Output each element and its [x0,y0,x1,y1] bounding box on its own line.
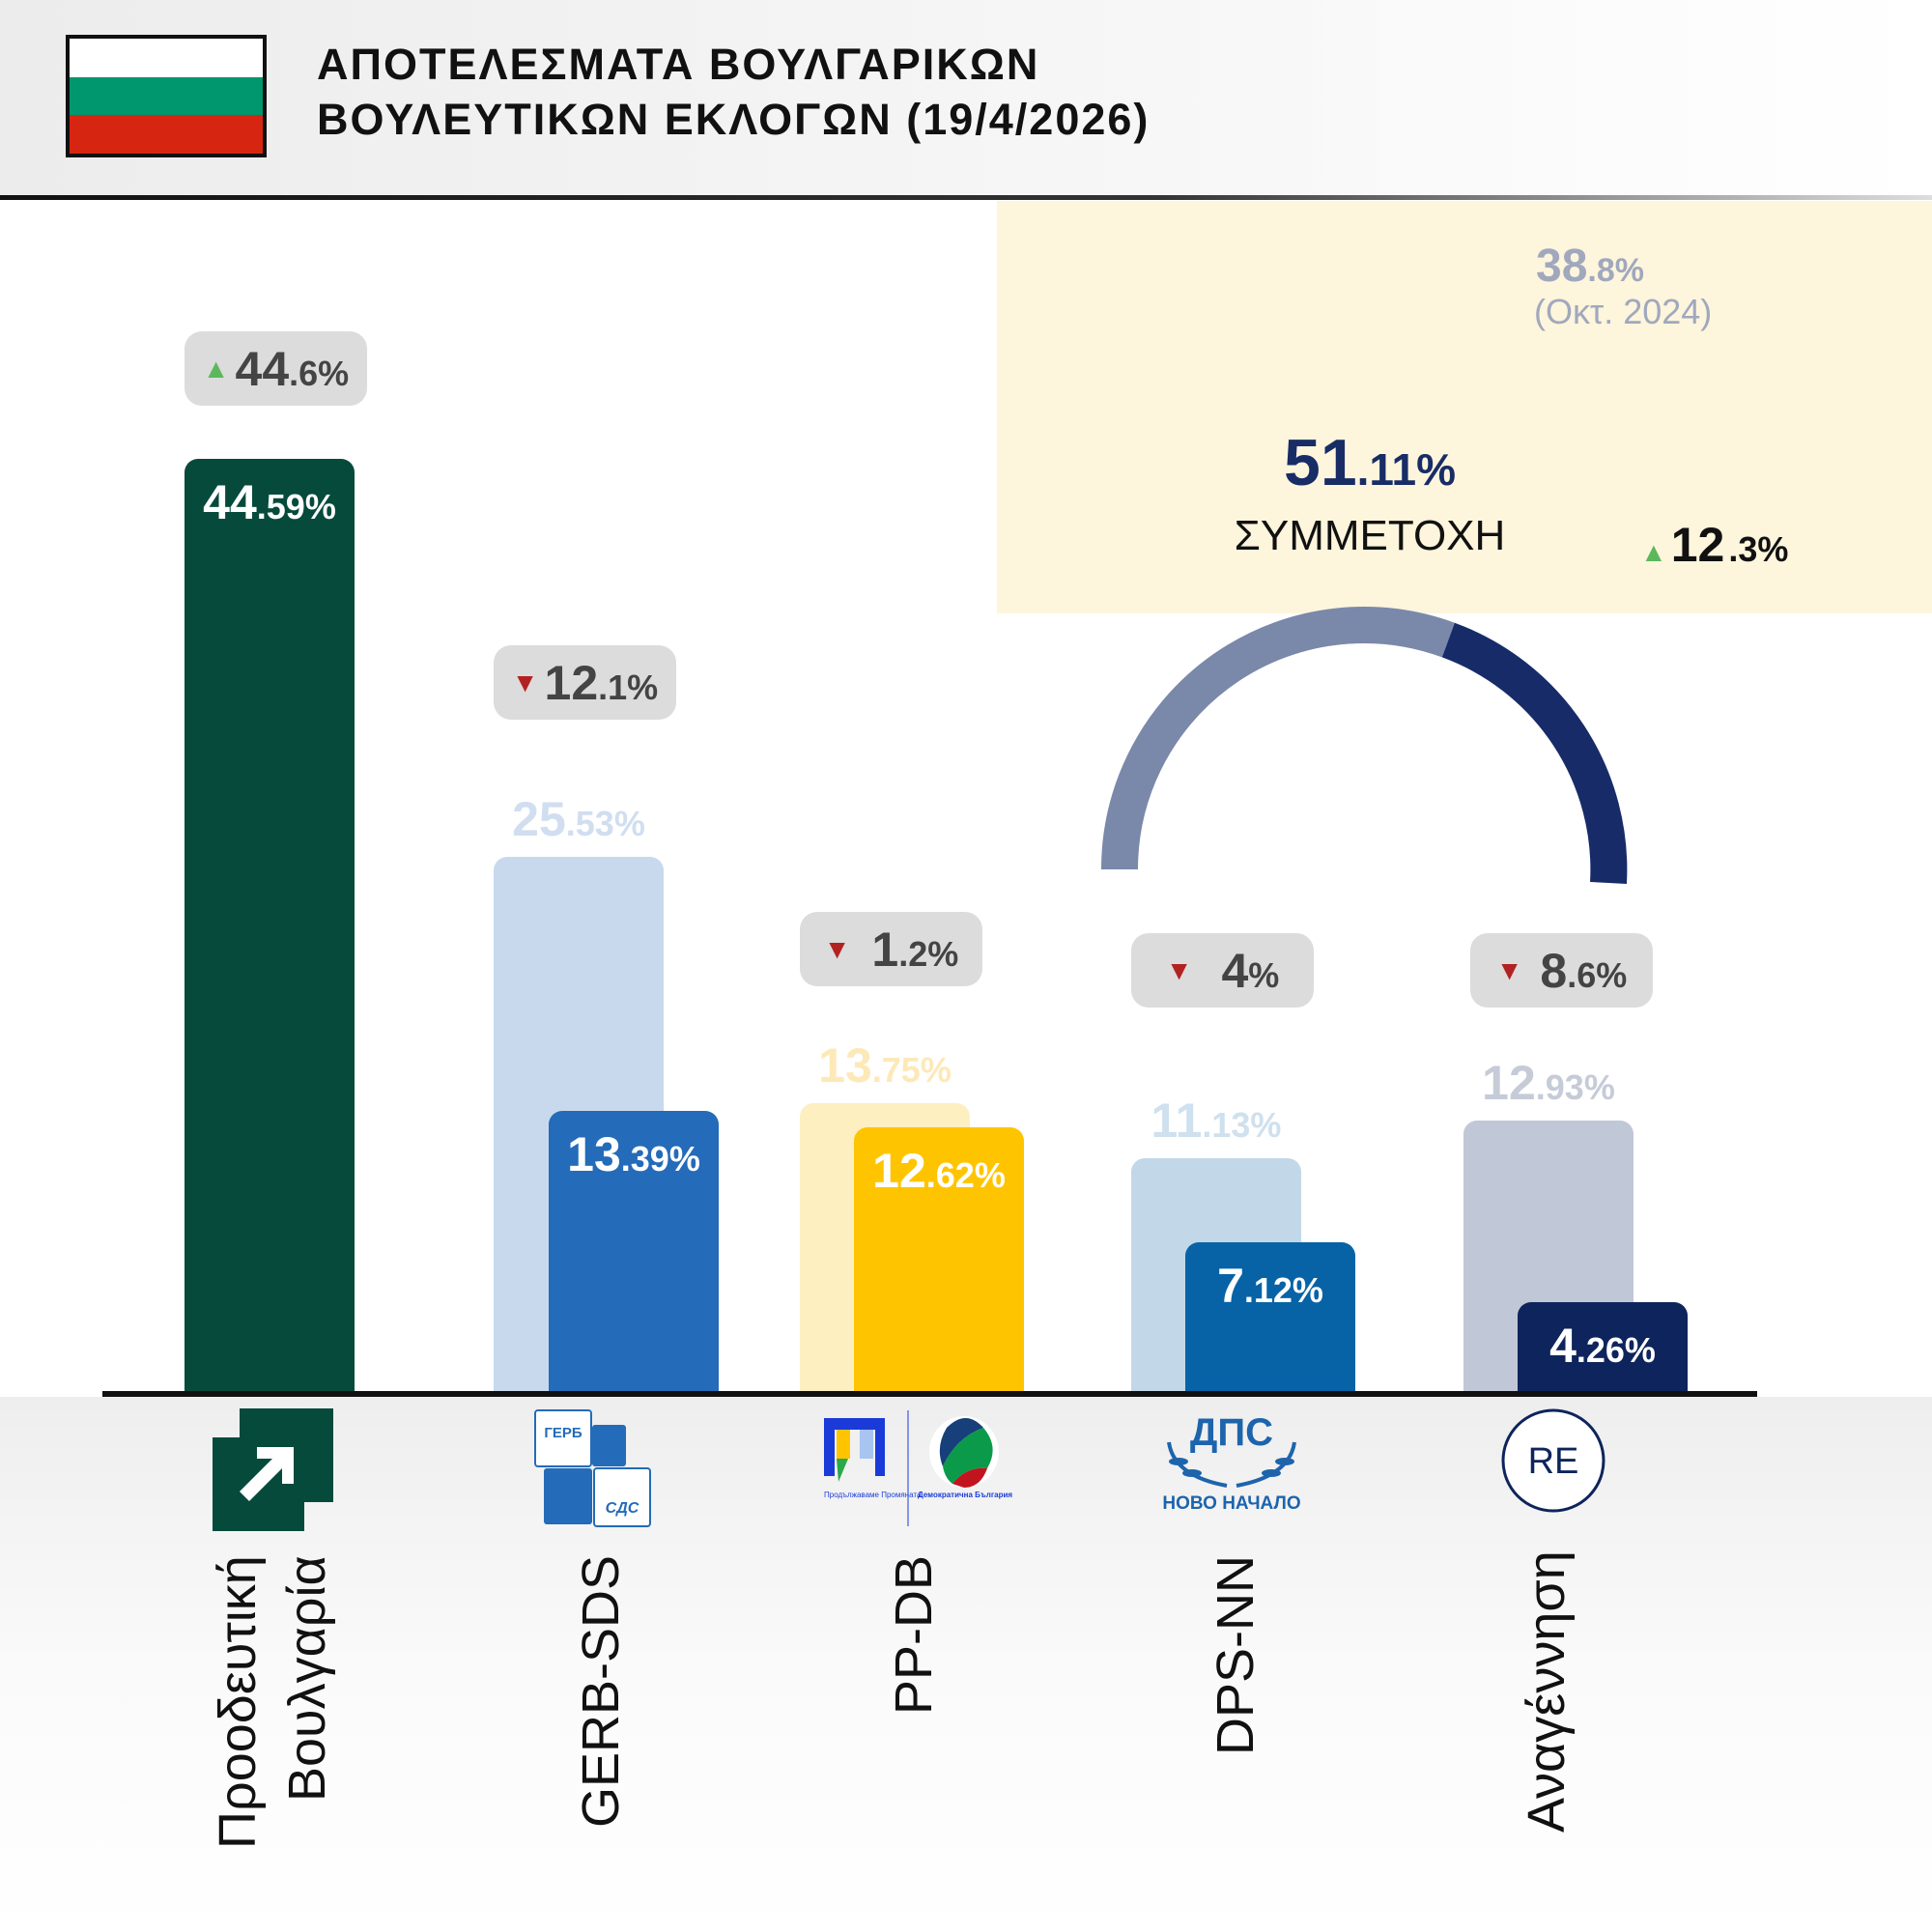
svg-text:Продължаваме Промяната: Продължаваме Промяната [824,1491,922,1499]
page-title: ΑΠΟΤΕΛΕΣΜΑΤΑ ΒΟΥΛΓΑΡΙΚΩΝ ΒΟΥΛΕΥΤΙΚΩΝ ΕΚΛΟ… [317,37,1150,147]
turnout-panel [997,201,1932,613]
value-label-2026: 44.59% [203,475,336,529]
bar-gerb-sds-2026 [549,1111,719,1391]
title-line-2: ΒΟΥΛΕΥΤΙΚΩΝ ΕΚΛΟΓΩΝ (19/4/2026) [317,95,1151,144]
value-label-2024: 25.53% [512,792,645,847]
value-label-2026: 12.62% [872,1143,1006,1198]
value-label-2024: 12.93% [1482,1056,1615,1111]
party-name-dps-nn: DPS-NN [1207,1555,1264,1756]
change-badge: ▼ 8.6% [1470,933,1653,1008]
progressive-bulgaria-logo-icon [213,1408,333,1531]
header [0,0,1932,199]
arrow-down-icon: ▼ [823,933,851,964]
arrow-up-icon: ▲ [1640,537,1667,567]
bar-vazrazhdane-2026 [1518,1301,1688,1391]
gauge-arc-increase [1441,622,1628,885]
party-name-progressive-bulgaria: Προοδευτική Βουλγαρία [209,1555,336,1849]
svg-text:СДС: СДС [606,1500,639,1517]
bar-dps-nn-2026 [1185,1241,1355,1391]
previous-turnout-label: (Οκτ. 2024) [1534,292,1713,331]
party-name-pp-db: PP-DB [885,1555,943,1716]
svg-text:НОВО НАЧАЛО: НОВО НАЧАЛО [1162,1493,1300,1514]
bulgarian-flag-icon [66,35,267,157]
change-badge: ▲ 44.6% [185,331,367,406]
gauge-arc-previous [1101,607,1455,870]
arrow-down-icon: ▼ [511,667,539,697]
svg-text:ГЕРБ: ГЕРБ [544,1425,582,1441]
turnout-gauge [1101,607,1628,885]
turnout-change: ▲ 12.3% [1640,518,1789,572]
dps-nn-logo-icon: ДПС НОВО НАЧАЛО [1162,1411,1300,1514]
svg-text:ДПС: ДПС [1190,1411,1273,1454]
title-line-1: ΑΠΟΤΕΛΕΣΜΑΤΑ ΒΟΥΛΓΑΡΙΚΩΝ [317,40,1040,89]
turnout-label: ΣΥΜΜΕΤΟΧΗ [1234,512,1506,559]
pp-db-logo-icon: Продължаваме Промяната Демократична Бълг… [824,1410,1012,1526]
vazrazhdane-logo-icon: RE [1501,1408,1605,1513]
bar-pp-db-2026 [854,1126,1024,1391]
change-badge: ▼ 12.1% [494,645,676,720]
header-divider [0,195,1932,200]
arrow-down-icon: ▼ [1495,954,1523,985]
value-label-2026: 7.12% [1217,1258,1323,1313]
change-badge: ▼ 1.2% [800,912,982,986]
change-badge: ▼ 4% [1131,933,1314,1008]
value-label-2026: 13.39% [567,1127,700,1182]
party-name-vazrazhdane: Αναγέννηση [1518,1550,1576,1833]
arrow-up-icon: ▲ [202,353,230,384]
chart-baseline [102,1391,1757,1397]
svg-text:RE: RE [1528,1441,1579,1482]
arrow-down-icon: ▼ [1165,954,1193,985]
value-label-2024: 13.75% [818,1038,952,1094]
gerb-sds-logo-icon: ГЕРБ СДС [534,1409,651,1527]
party-name-gerb-sds: GERB-SDS [572,1555,630,1829]
bar-progressive-bulgaria-2026 [185,459,355,1391]
svg-text:Демократична България: Демократична България [918,1491,1012,1499]
value-label-2024: 11.13% [1151,1094,1282,1149]
previous-turnout-value: 38.8% [1536,241,1644,292]
value-label-2026: 4.26% [1549,1318,1656,1373]
turnout-value: 51.11% [1284,426,1456,499]
